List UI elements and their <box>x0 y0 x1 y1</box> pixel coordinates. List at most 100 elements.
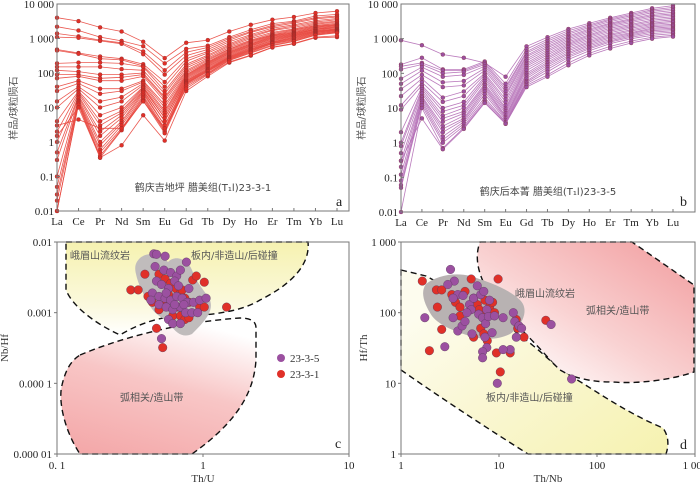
data-point-23-3-5 <box>517 323 527 333</box>
xtick-label-Yb: Yb <box>645 217 659 229</box>
data-point-b7-Nd <box>461 83 466 88</box>
data-point-23-3-1 <box>151 323 161 333</box>
data-point-23-3-1 <box>432 302 442 312</box>
data-point-b22-Eu <box>503 121 508 126</box>
data-point-23-3-5 <box>460 317 470 327</box>
panel-c-ylabel: Nb/Hf <box>0 334 11 362</box>
data-point-a9-Pr <box>97 72 103 77</box>
series-line-b18 <box>400 30 674 181</box>
xtick-label-Sm: Sm <box>477 217 492 229</box>
xtick-label: 100 <box>589 460 606 472</box>
series-line-b19 <box>400 31 674 186</box>
legend-marker-23-3-5 <box>277 354 285 362</box>
data-point-a17-Pr <box>97 119 103 124</box>
panel-c-letter: c <box>335 437 341 452</box>
data-point-a1-Tb <box>205 37 210 43</box>
series-line-b9 <box>400 17 674 106</box>
xtick-label-La: La <box>395 217 407 229</box>
panel-c-label-emeishan: 峨眉山流纹岩 <box>70 249 130 262</box>
data-point-b6-Ce <box>419 68 425 73</box>
data-point-a6-Pr <box>97 56 103 61</box>
panel-a-ylabel: 样品/球粒陨石 <box>7 76 20 139</box>
panel-d-frame <box>400 241 696 455</box>
data-point-23-3-5 <box>467 329 477 339</box>
xtick-label: 1 <box>398 460 404 472</box>
series-line-a26 <box>56 32 338 212</box>
panel-a-series-group <box>54 9 340 214</box>
data-point-a11-Ce <box>76 74 81 79</box>
data-point-b21-Ce <box>419 105 425 111</box>
xtick-label-Gd: Gd <box>180 216 194 228</box>
ytick-label: 1 <box>391 449 397 461</box>
data-point-b5-Pr <box>440 74 445 79</box>
data-point-b11-Pr <box>440 109 445 114</box>
xtick-label-Eu: Eu <box>499 217 512 229</box>
data-point-b5-Nd <box>461 72 466 78</box>
data-point-23-3-5 <box>490 311 500 321</box>
data-point-23-3-1 <box>466 274 476 284</box>
series-line-b16 <box>400 27 674 168</box>
legend-marker-23-3-1 <box>277 370 285 378</box>
series-line-b12 <box>400 22 674 143</box>
data-point-23-3-5 <box>150 262 160 272</box>
data-point-23-3-5 <box>498 313 508 323</box>
series-line-b15 <box>400 26 674 161</box>
data-point-23-3-5 <box>492 378 502 388</box>
ytick-label: 1 <box>393 138 399 150</box>
data-point-23-3-5 <box>175 265 185 275</box>
series-line-b11 <box>400 20 674 133</box>
data-point-a13-Nd <box>119 88 124 94</box>
legend-label-23-3-1: 23-3-1 <box>290 369 319 381</box>
series-line-a8 <box>57 21 338 95</box>
panel-a-title: 鹤庆吉地坪 腊美组(T₁l)23-3-1 <box>135 181 272 194</box>
data-point-a1-Ce <box>76 18 81 24</box>
data-point-a28-Eu <box>162 126 167 131</box>
series-line-a9 <box>56 22 338 98</box>
data-point-a15-Nd <box>119 99 124 104</box>
ytick-label: 10 <box>43 103 55 115</box>
data-point-a4-Sm <box>141 52 146 57</box>
data-point-23-3-1 <box>424 346 434 356</box>
data-point-b20-Pr <box>440 140 445 145</box>
data-point-23-3-1 <box>455 302 465 312</box>
data-point-a13-Pr <box>97 91 103 96</box>
data-point-23-3-5 <box>170 300 180 310</box>
data-point-a16-Pr <box>97 113 103 118</box>
xtick-label-Tb: Tb <box>541 217 554 229</box>
data-point-a2-Ce <box>76 28 81 33</box>
series-line-a19 <box>56 29 338 153</box>
data-point-23-3-1 <box>199 277 209 287</box>
panel-c-points <box>126 249 232 353</box>
data-point-23-3-5 <box>480 332 490 342</box>
series-line-a2 <box>56 14 338 64</box>
data-point-a11-Sm <box>141 74 146 79</box>
ytick-label: 0.01 <box>33 237 52 249</box>
data-point-23-3-5 <box>485 295 495 305</box>
data-point-23-3-1 <box>140 269 150 279</box>
xtick-label: 10 <box>344 460 356 472</box>
data-point-23-3-5 <box>546 320 556 330</box>
ytick-label: 1 000 <box>29 34 54 46</box>
data-point-23-3-5 <box>472 281 482 291</box>
data-point-a28-Tm <box>291 41 297 46</box>
series-line-b17 <box>400 29 674 175</box>
series-line-b20 <box>400 33 674 188</box>
ytick-label: 0.001 <box>27 308 52 320</box>
series-line-b1 <box>400 5 674 78</box>
series-line-a23 <box>56 31 338 195</box>
data-point-a28-Tb <box>205 72 210 77</box>
ytick-label: 100 <box>380 308 397 320</box>
panel-d-ylabel: Hf/Th <box>358 334 370 361</box>
legend-label-23-3-5: 23-3-5 <box>290 353 320 365</box>
data-point-a11-Pr <box>97 78 103 83</box>
data-point-23-3-5 <box>487 328 497 338</box>
series-line-a10 <box>57 23 338 100</box>
xtick-label-La: La <box>51 216 63 228</box>
xtick-label-Ho: Ho <box>244 216 258 228</box>
data-point-b22-Dy <box>566 63 571 68</box>
data-point-23-3-5 <box>508 308 518 318</box>
data-point-b22-Yb <box>649 36 655 41</box>
xtick-label-Yb: Yb <box>309 216 323 228</box>
xtick-label-Lu: Lu <box>667 217 680 229</box>
xtick-label-Pr: Pr <box>95 216 105 228</box>
